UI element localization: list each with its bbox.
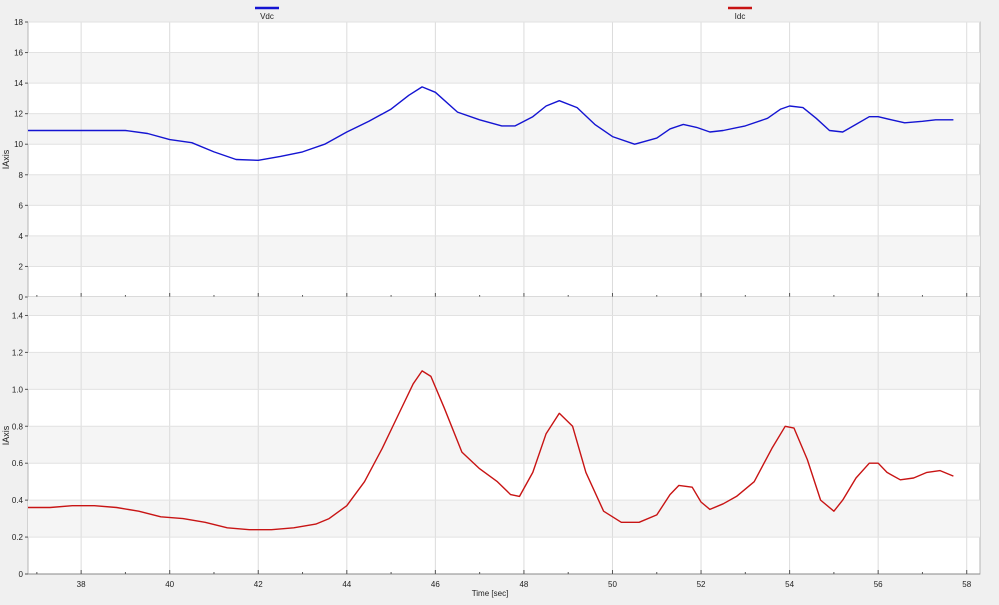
grid-band (28, 297, 980, 316)
y-tick-label: 0.2 (12, 533, 24, 542)
y-tick-label: 8 (19, 171, 24, 180)
x-tick-label: 56 (874, 580, 883, 589)
y-tick-label: 6 (19, 201, 24, 210)
y-tick-label: 1.4 (12, 311, 24, 320)
y-tick-label: 12 (14, 110, 23, 119)
grid-band (28, 52, 980, 84)
grid-band (28, 500, 980, 538)
x-tick-label: 40 (165, 580, 174, 589)
y-tick-label: 16 (14, 49, 23, 58)
y-tick-label: 18 (14, 18, 23, 27)
y-tick-label: 1.0 (12, 385, 24, 394)
legend-label-vdc: Vdc (260, 12, 274, 21)
y-tick-label: 4 (19, 232, 24, 241)
y-tick-label: 0 (19, 293, 24, 302)
y-axis-label: IAxis (1, 425, 11, 445)
grid-band (28, 174, 980, 206)
y-axis-label: IAxis (1, 149, 11, 169)
y-tick-label: 0.6 (12, 459, 24, 468)
x-tick-label: 44 (342, 580, 351, 589)
grid-band (28, 352, 980, 390)
y-tick-label: 0 (19, 570, 24, 579)
x-tick-label: 46 (431, 580, 440, 589)
x-tick-label: 54 (785, 580, 794, 589)
grid-band (28, 113, 980, 145)
x-tick-label: 48 (519, 580, 528, 589)
y-tick-label: 1.2 (12, 348, 24, 357)
series-line-vdc (28, 86, 954, 162)
x-tick-label: 42 (254, 580, 263, 589)
y-tick-label: 0.4 (12, 496, 24, 505)
grid-band (28, 235, 980, 267)
x-axis-label: Time [sec] (472, 589, 509, 598)
y-tick-label: 14 (14, 79, 23, 88)
y-tick-label: 0.8 (12, 422, 24, 431)
legend-label-idc: Idc (735, 12, 746, 21)
y-tick-label: 2 (19, 262, 24, 271)
y-tick-label: 10 (14, 140, 23, 149)
x-tick-label: 38 (77, 580, 86, 589)
x-tick-label: 58 (962, 580, 971, 589)
x-tick-label: 50 (608, 580, 617, 589)
x-tick-label: 52 (697, 580, 706, 589)
series-line-idc (28, 370, 954, 531)
grid-band (28, 426, 980, 464)
